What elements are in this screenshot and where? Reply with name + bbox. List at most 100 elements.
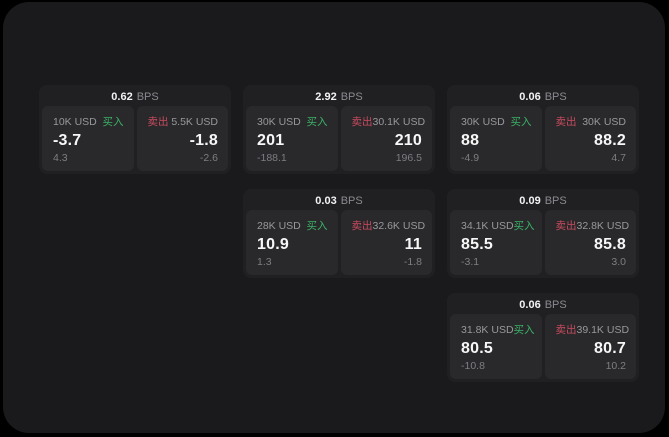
spread-bps-unit: BPS <box>136 91 159 103</box>
sell-amount: 5.5K USD <box>171 115 218 128</box>
spread-bps-value: 0.09 <box>519 195 541 207</box>
buy-tile[interactable]: 34.1K USD 买入 85.5 -3.1 <box>450 210 542 275</box>
card-body: 28K USD 买入 10.9 1.3 卖出 32.6K USD 11 -1.8 <box>246 210 432 275</box>
sell-label: 卖出 <box>555 116 577 128</box>
card-body: 31.8K USD 买入 80.5 -10.8 卖出 39.1K USD 80.… <box>450 314 636 379</box>
buy-delta: -10.8 <box>461 360 485 372</box>
buy-amount: 30K USD <box>257 115 301 128</box>
sell-price: 85.8 <box>594 235 626 253</box>
buy-tile[interactable]: 30K USD 买入 88 -4.9 <box>450 106 542 171</box>
spread-bps-value: 2.92 <box>315 91 337 103</box>
buy-label: 买入 <box>102 116 124 128</box>
spread-bps-unit: BPS <box>340 91 363 103</box>
spread-bps-unit: BPS <box>340 195 363 207</box>
buy-price: 201 <box>257 131 285 149</box>
sell-tile[interactable]: 卖出 32.6K USD 11 -1.8 <box>340 210 432 275</box>
sell-tile[interactable]: 卖出 39.1K USD 80.7 10.2 <box>544 314 636 379</box>
sell-amount: 30K USD <box>582 115 626 128</box>
buy-amount: 10K USD <box>53 115 97 128</box>
sell-tile[interactable]: 卖出 30K USD 88.2 4.7 <box>544 106 636 171</box>
sell-amount: 32.8K USD <box>576 219 630 232</box>
buy-amount: 31.8K USD <box>461 323 514 336</box>
buy-label: 买入 <box>306 220 328 232</box>
buy-delta: -188.1 <box>257 152 287 164</box>
card-body: 10K USD 买入 -3.7 4.3 卖出 5.5K USD -1.8 -2.… <box>42 106 228 171</box>
buy-label: 买入 <box>513 220 535 232</box>
sell-tile[interactable]: 卖出 32.8K USD 85.8 3.0 <box>544 210 636 275</box>
sell-top-row: 卖出 30.1K USD <box>351 114 426 129</box>
spread-bps-unit: BPS <box>544 91 567 103</box>
sell-top-row: 卖出 5.5K USD <box>148 114 219 129</box>
sell-tile[interactable]: 卖出 5.5K USD -1.8 -2.6 <box>136 106 228 171</box>
buy-amount: 28K USD <box>257 219 301 232</box>
buy-top-row: 10K USD 买入 <box>53 114 124 129</box>
card-header: 0.62 BPS <box>42 88 228 106</box>
spread-bps-value: 0.62 <box>111 91 133 103</box>
spread-bps-unit: BPS <box>544 195 567 207</box>
buy-top-row: 28K USD 买入 <box>257 218 328 233</box>
sell-price: 11 <box>404 235 422 253</box>
card-header: 0.09 BPS <box>450 192 636 210</box>
card-body: 30K USD 买入 201 -188.1 卖出 30.1K USD 210 1… <box>246 106 432 171</box>
buy-label: 买入 <box>306 116 328 128</box>
sell-amount: 39.1K USD <box>576 323 630 336</box>
sell-top-row: 卖出 32.6K USD <box>351 218 426 233</box>
sell-price: 80.7 <box>594 339 626 357</box>
pricing-grid: 0.62 BPS 10K USD 买入 -3.7 4.3 卖出 5.5K USD… <box>39 85 639 382</box>
buy-price: 80.5 <box>461 339 493 357</box>
buy-price: 88 <box>461 131 480 149</box>
buy-tile[interactable]: 31.8K USD 买入 80.5 -10.8 <box>450 314 542 379</box>
price-card: 2.92 BPS 30K USD 买入 201 -188.1 卖出 30.1K … <box>243 85 435 174</box>
sell-delta: 196.5 <box>395 152 422 164</box>
buy-delta: 1.3 <box>257 256 272 268</box>
buy-price: -3.7 <box>53 131 82 149</box>
buy-label: 买入 <box>510 116 532 128</box>
spread-bps-value: 0.06 <box>519 91 541 103</box>
buy-label: 买入 <box>513 324 535 336</box>
card-header: 0.06 BPS <box>450 88 636 106</box>
price-card: 0.62 BPS 10K USD 买入 -3.7 4.3 卖出 5.5K USD… <box>39 85 231 174</box>
buy-amount: 34.1K USD <box>461 219 514 232</box>
sell-top-row: 卖出 32.8K USD <box>556 218 630 233</box>
spread-bps-unit: BPS <box>544 299 567 311</box>
buy-tile[interactable]: 10K USD 买入 -3.7 4.3 <box>42 106 134 171</box>
buy-top-row: 31.8K USD 买入 <box>461 322 535 337</box>
sell-price: -1.8 <box>189 131 218 149</box>
buy-price: 85.5 <box>461 235 493 253</box>
buy-top-row: 34.1K USD 买入 <box>461 218 535 233</box>
card-body: 34.1K USD 买入 85.5 -3.1 卖出 32.8K USD 85.8… <box>450 210 636 275</box>
spread-bps-value: 0.06 <box>519 299 541 311</box>
card-header: 0.06 BPS <box>450 296 636 314</box>
buy-price: 10.9 <box>257 235 289 253</box>
buy-tile[interactable]: 28K USD 买入 10.9 1.3 <box>246 210 338 275</box>
price-card: 0.09 BPS 34.1K USD 买入 85.5 -3.1 卖出 32.8K… <box>447 189 639 278</box>
buy-delta: 4.3 <box>53 152 68 164</box>
sell-price: 210 <box>394 131 422 149</box>
sell-label: 卖出 <box>351 220 373 232</box>
card-header: 0.03 BPS <box>246 192 432 210</box>
sell-delta: -2.6 <box>199 152 218 164</box>
card-body: 30K USD 买入 88 -4.9 卖出 30K USD 88.2 4.7 <box>450 106 636 171</box>
buy-delta: -4.9 <box>461 152 480 164</box>
buy-top-row: 30K USD 买入 <box>257 114 328 129</box>
price-card: 0.06 BPS 31.8K USD 买入 80.5 -10.8 卖出 39.1… <box>447 293 639 382</box>
buy-top-row: 30K USD 买入 <box>461 114 532 129</box>
sell-delta: 3.0 <box>611 256 626 268</box>
sell-delta: 10.2 <box>605 360 626 372</box>
sell-label: 卖出 <box>555 324 577 336</box>
card-header: 2.92 BPS <box>246 88 432 106</box>
buy-amount: 30K USD <box>461 115 505 128</box>
sell-tile[interactable]: 卖出 30.1K USD 210 196.5 <box>340 106 432 171</box>
spread-bps-value: 0.03 <box>315 195 337 207</box>
sell-top-row: 卖出 39.1K USD <box>555 322 630 337</box>
sell-delta: 4.7 <box>611 152 626 164</box>
price-card: 0.03 BPS 28K USD 买入 10.9 1.3 卖出 32.6K US… <box>243 189 435 278</box>
buy-tile[interactable]: 30K USD 买入 201 -188.1 <box>246 106 338 171</box>
sell-delta: -1.8 <box>403 256 422 268</box>
sell-label: 卖出 <box>351 116 373 128</box>
buy-delta: -3.1 <box>461 256 480 268</box>
sell-top-row: 卖出 30K USD <box>556 114 627 129</box>
price-card: 0.06 BPS 30K USD 买入 88 -4.9 卖出 30K USD 8… <box>447 85 639 174</box>
sell-label: 卖出 <box>147 116 169 128</box>
